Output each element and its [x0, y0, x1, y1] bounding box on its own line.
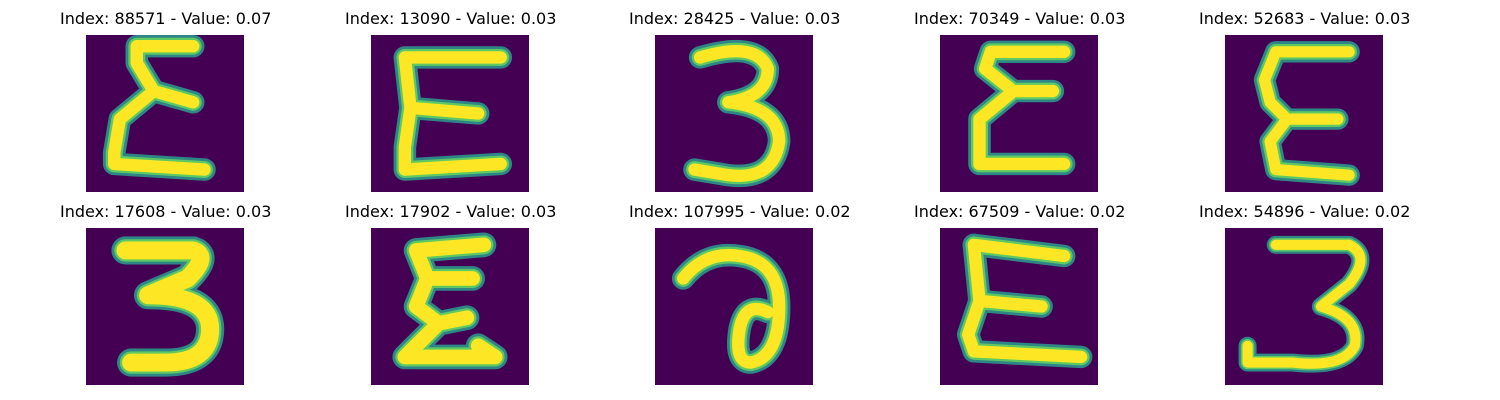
digit-image: [655, 35, 813, 192]
panel-title: Index: 88571 - Value: 0.07: [60, 9, 272, 28]
panel-4: Index: 70349 - Value: 0.03: [914, 8, 1126, 192]
panel-2: Index: 13090 - Value: 0.03: [345, 8, 557, 192]
three-glyph: [1238, 235, 1370, 373]
panel-5: Index: 52683 - Value: 0.03: [1199, 8, 1411, 192]
panel-6: Index: 17608 - Value: 0.03: [60, 201, 272, 385]
panel-8: Index: 107995 - Value: 0.02: [629, 201, 851, 385]
E-like-zigzag-glyph: [392, 232, 508, 370]
panel-title: Index: 28425 - Value: 0.03: [629, 9, 841, 28]
panel-title: Index: 52683 - Value: 0.03: [1199, 9, 1411, 28]
E-like-zigzag-glyph: [968, 40, 1076, 176]
panel-title: Index: 54896 - Value: 0.02: [1199, 202, 1411, 221]
digit-image: [371, 228, 529, 385]
panel-title: Index: 13090 - Value: 0.03: [345, 9, 557, 28]
digit-image: [371, 35, 529, 192]
panel-3: Index: 28425 - Value: 0.03: [629, 8, 841, 192]
E-like-glyph: [1253, 41, 1360, 186]
panel-title: Index: 70349 - Value: 0.03: [914, 9, 1126, 28]
E-like-glyph: [393, 46, 513, 181]
loop-glyph: [671, 243, 791, 374]
E-like-zigzag-glyph: [102, 35, 216, 181]
panel-1: Index: 88571 - Value: 0.07: [60, 8, 272, 192]
digit-image: [940, 228, 1098, 385]
three-glyph: [683, 39, 791, 188]
digit-image: [86, 35, 244, 192]
digit-image: [940, 35, 1098, 192]
panel-9: Index: 67509 - Value: 0.02: [914, 201, 1126, 385]
bold-three-glyph: [111, 236, 225, 377]
panel-title: Index: 107995 - Value: 0.02: [629, 202, 851, 221]
E-like-glyph: [956, 233, 1093, 369]
panel-title: Index: 67509 - Value: 0.02: [914, 202, 1126, 221]
digit-image: [1225, 35, 1383, 192]
digit-image: [1225, 228, 1383, 385]
digit-image: [655, 228, 813, 385]
panel-title: Index: 17608 - Value: 0.03: [60, 202, 272, 221]
panel-title: Index: 17902 - Value: 0.03: [345, 202, 557, 221]
panel-10: Index: 54896 - Value: 0.02: [1199, 201, 1411, 385]
panel-7: Index: 17902 - Value: 0.03: [345, 201, 557, 385]
digit-image: [86, 228, 244, 385]
